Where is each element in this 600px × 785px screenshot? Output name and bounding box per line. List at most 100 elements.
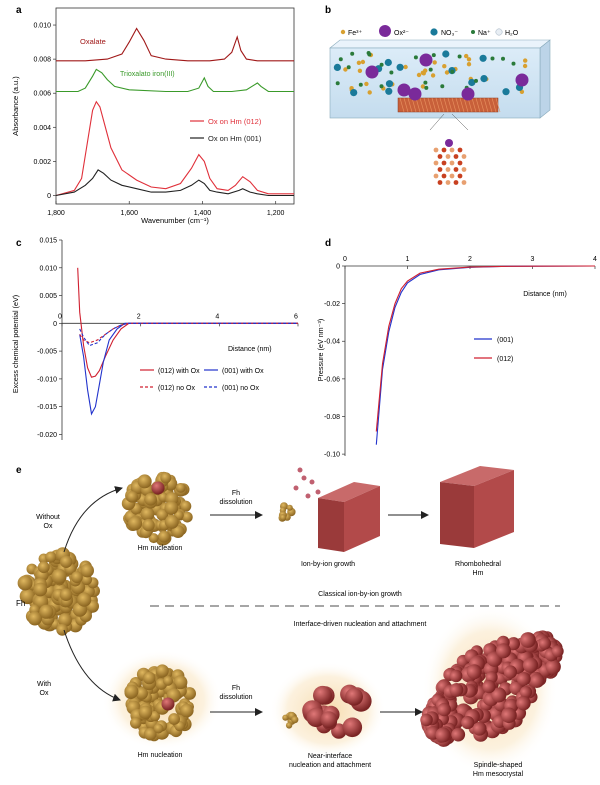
- hm-nucleus-top: [151, 481, 165, 495]
- mol-atom: [449, 173, 455, 179]
- fe-ion-dot: [305, 493, 311, 499]
- arrow-fh-to-bottom: [63, 629, 121, 702]
- y-tick-label: 0: [336, 264, 340, 271]
- chart-a-ylabel: Absorbance (a.u.): [11, 76, 20, 136]
- nitrate-ion: [384, 58, 392, 67]
- mol-atom: [449, 160, 455, 166]
- rhombohedral-crystal-large: [440, 466, 514, 548]
- mol-atom: [445, 167, 451, 172]
- hm-nanoparticle-cluster-particle: [320, 711, 338, 729]
- y-tick-label: 0: [53, 321, 57, 328]
- fh-aggregate-particle: [39, 604, 54, 619]
- x-tick-label: 0: [343, 256, 347, 263]
- panel-label-c: c: [16, 238, 22, 249]
- fh-fragment-top-particle: [279, 514, 287, 521]
- fh-aggregate-top: [121, 471, 193, 546]
- series-line-0: [56, 27, 294, 62]
- sodium-ion: [450, 69, 455, 74]
- mol-atom: [433, 160, 439, 166]
- slab-lattice: [427, 97, 433, 113]
- mol-atom: [437, 180, 443, 185]
- fh-aggregate-top-particle: [140, 507, 155, 521]
- slab-lattice: [415, 97, 421, 113]
- spindle-particle: [501, 707, 517, 724]
- slab-lattice: [435, 97, 441, 113]
- sodium-ion: [389, 70, 394, 75]
- slab-lattice: [491, 97, 497, 113]
- spindle-label-1: Spindle-shaped: [474, 762, 523, 769]
- spindle-particle: [530, 673, 545, 688]
- slab-lattice: [399, 97, 405, 113]
- spindle-particle: [449, 683, 464, 697]
- fh-aggregate-particle: [45, 551, 57, 563]
- nitrate-ion: [350, 89, 358, 97]
- spindle-particle: [482, 679, 496, 694]
- with-ox-label-2: Ox: [40, 690, 49, 697]
- interface-driven-label: Interface-driven nucleation and attachme…: [294, 621, 427, 628]
- fh-aggregate-top-particle: [127, 516, 143, 531]
- sodium-ion: [335, 81, 340, 86]
- spindle-particle: [522, 657, 539, 673]
- fh-aggregate-particle: [80, 563, 94, 578]
- y-tick-label: -0.10: [324, 452, 340, 459]
- y-tick-label: 0.010: [39, 265, 57, 272]
- arrow-fh-to-top: [63, 486, 123, 553]
- mol-atom: [441, 160, 447, 166]
- nitrate-ion: [385, 80, 394, 88]
- fh-aggregate-particle: [59, 588, 73, 601]
- sodium-ion: [423, 80, 428, 85]
- mol-atom: [457, 160, 463, 166]
- fh-aggregate-particle: [59, 555, 73, 568]
- fe-ion: [343, 67, 348, 72]
- slab-lattice: [483, 97, 489, 113]
- mol-atom: [453, 154, 459, 159]
- y-tick-label: -0.005: [37, 349, 57, 356]
- series-label-oxalate: Oxalate: [80, 37, 106, 46]
- y-tick-label: -0.02: [324, 301, 340, 308]
- series-line-2: [79, 322, 298, 344]
- fe-ion-dot: [297, 467, 303, 473]
- fe-ion: [442, 63, 447, 69]
- fh-aggregate-top-particle: [137, 474, 152, 489]
- nitrate-ion: [442, 50, 450, 58]
- spindle-particle: [496, 643, 512, 659]
- slab-lattice: [471, 97, 477, 113]
- fe-ion: [367, 90, 372, 95]
- x-tick-label: 2: [137, 313, 141, 320]
- mol-atom: [441, 173, 447, 179]
- fe-ion: [403, 64, 408, 70]
- nitrate-ion: [396, 63, 404, 71]
- panel-b-schematic: Fe³⁺ Ox²⁻ NO₃⁻ Na⁺ H₂O: [329, 25, 551, 185]
- slab-lattice: [443, 97, 449, 113]
- sodium-ion: [424, 85, 429, 90]
- sodium-ion: [474, 78, 478, 83]
- water-box-side: [539, 39, 551, 119]
- x-tick-label: 1,800: [47, 210, 65, 217]
- mol-atom: [461, 167, 467, 172]
- slab-lattice: [475, 97, 481, 113]
- oxalate-ion: [419, 53, 433, 67]
- near-interface-label-1: Near-interface: [308, 753, 352, 760]
- fh-aggregate-bottom-particle: [180, 703, 194, 718]
- spindle-particle: [437, 702, 452, 717]
- y-tick-label: 0.008: [33, 57, 51, 64]
- spindle-particle: [449, 669, 463, 683]
- fe-ion: [416, 72, 422, 78]
- near-interface-label-2: nucleation and attachment: [289, 762, 371, 769]
- sodium-ion: [457, 54, 462, 59]
- sodium-ion: [431, 53, 436, 58]
- chart-c-xlabel: Distance (nm): [228, 346, 272, 353]
- spindle-particle: [520, 632, 536, 648]
- rhombohedral-label-1: Rhombohedral: [455, 561, 501, 568]
- series-line-0: [77, 267, 298, 378]
- legend-label-012-ox: (012) with Ox: [158, 368, 200, 375]
- fe-ion-dot: [301, 475, 307, 481]
- fh-aggregate-particle: [27, 611, 42, 626]
- fh-aggregate-particle: [17, 575, 33, 591]
- y-tick-label: -0.06: [324, 376, 340, 383]
- adsorbed-ox-1: [408, 87, 422, 101]
- slab-lattice: [447, 97, 453, 113]
- slab-lattice: [439, 97, 445, 113]
- legend-no3-icon: [430, 28, 438, 36]
- fh-aggregate-bottom-particle: [135, 687, 148, 700]
